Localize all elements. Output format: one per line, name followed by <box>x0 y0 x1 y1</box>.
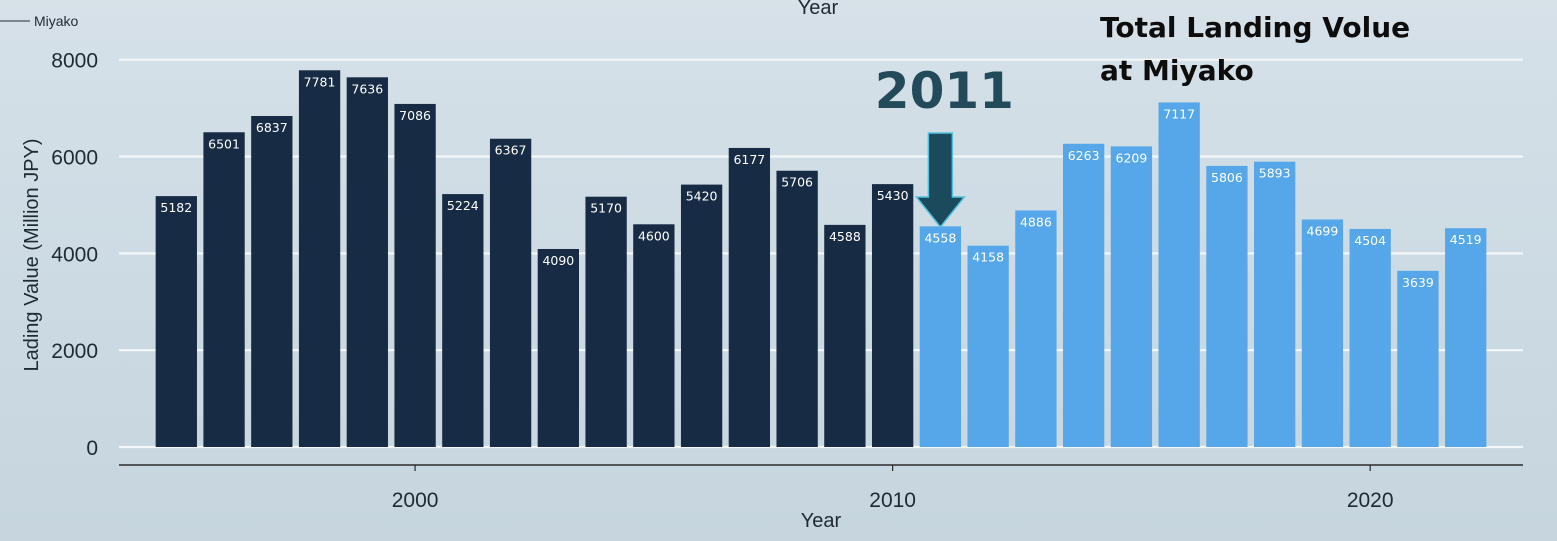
bar-label-2020: 4504 <box>1354 233 1386 248</box>
bar-label-2009: 4588 <box>829 229 861 244</box>
x-tick-label-2000: 2000 <box>392 489 439 512</box>
bar-2001 <box>442 194 484 447</box>
y-tick-label-2000: 2000 <box>51 340 98 363</box>
bar-label-2016: 7117 <box>1163 106 1195 121</box>
bar-2003 <box>537 248 579 447</box>
bar-1995 <box>155 196 197 447</box>
x-axis-title-top: Year <box>798 0 839 19</box>
bars <box>155 70 1487 448</box>
bar-1996 <box>203 132 245 447</box>
bar-label-2017: 5806 <box>1211 170 1243 185</box>
chart-title-line-2: at Miyako <box>1100 54 1254 87</box>
y-tick-label-6000: 6000 <box>51 147 98 170</box>
bar-label-2013: 4886 <box>1020 214 1052 229</box>
bar-label-2006: 5420 <box>686 189 718 204</box>
bar-2008 <box>776 170 818 447</box>
bar-label-2022: 4519 <box>1450 232 1482 247</box>
bar-2002 <box>489 138 532 447</box>
bar-2010 <box>871 184 914 448</box>
bar-label-2018: 5893 <box>1259 166 1291 181</box>
chart-title: Total Landing Volue at Miyako <box>1100 11 1410 87</box>
bar-label-1996: 6501 <box>208 136 240 151</box>
y-tick-label-0: 0 <box>86 437 98 460</box>
x-tick-label-2020: 2020 <box>1347 489 1394 512</box>
tick-labels: 0 2000 4000 6000 8000 2000 2010 2020 <box>51 50 1393 512</box>
bar-label-2008: 5706 <box>781 175 813 190</box>
bar-value-labels: 5182 6501 6837 7781 7636 7086 5224 6367 4090 5170… <box>160 74 1481 290</box>
bar-1997 <box>251 115 293 448</box>
bar-label-1998: 7781 <box>304 74 336 89</box>
chart-title-line-1: Total Landing Volue <box>1100 11 1410 44</box>
bar-label-1997: 6837 <box>256 120 288 135</box>
down-arrow-icon <box>914 132 966 229</box>
y-tick-label-8000: 8000 <box>51 50 98 73</box>
y-tick-label-4000: 4000 <box>51 243 98 266</box>
bar-label-2015: 6209 <box>1116 150 1148 165</box>
bar-2007 <box>728 147 771 447</box>
bar-label-2002: 6367 <box>495 143 527 158</box>
legend-label: Miyako <box>34 13 79 29</box>
bar-2016 <box>1158 102 1200 448</box>
bar-label-2005: 4600 <box>638 228 670 243</box>
bar-label-2004: 5170 <box>590 201 622 216</box>
bar-2004 <box>585 196 627 447</box>
bar-2017 <box>1206 165 1248 447</box>
y-axis-title: Lading Value (Million JPY) <box>21 138 43 371</box>
bar-2018 <box>1254 161 1296 447</box>
bar-1999 <box>346 77 388 448</box>
bar-2011 <box>919 226 962 447</box>
bar-label-1995: 5182 <box>160 200 192 215</box>
bar-label-2001: 5224 <box>447 198 479 213</box>
x-axis-title: Year <box>801 510 842 532</box>
bar-label-2011: 4558 <box>924 230 956 245</box>
x-tick-label-2010: 2010 <box>869 489 916 512</box>
bar-2020 <box>1349 228 1391 447</box>
bar-label-2010: 5430 <box>877 188 909 203</box>
bar-label-1999: 7636 <box>351 81 383 96</box>
bar-2012 <box>967 245 1009 447</box>
bar-2013 <box>1015 210 1057 447</box>
bar-label-2021: 3639 <box>1402 275 1434 290</box>
bar-2021 <box>1397 270 1439 447</box>
bar-label-2000: 7086 <box>399 108 431 123</box>
annotation-year: 2011 <box>875 62 1014 120</box>
bar-label-2007: 6177 <box>733 152 765 167</box>
bar-2000 <box>394 103 436 447</box>
legend: Miyako <box>0 13 79 29</box>
year-2011-annotation: 2011 <box>875 62 1014 229</box>
bar-2005 <box>633 224 675 447</box>
bar-2009 <box>824 224 866 447</box>
bar-label-2019: 4699 <box>1307 223 1339 238</box>
bar-label-2014: 6263 <box>1068 148 1100 163</box>
bar-label-2012: 4158 <box>972 250 1004 265</box>
bar-1998 <box>298 70 341 447</box>
bar-2006 <box>680 184 723 447</box>
bar-2019 <box>1301 219 1344 447</box>
bar-2022 <box>1445 228 1487 447</box>
bar-2014 <box>1063 143 1105 447</box>
bar-label-2003: 4090 <box>542 253 574 268</box>
bar-2015 <box>1110 146 1153 447</box>
